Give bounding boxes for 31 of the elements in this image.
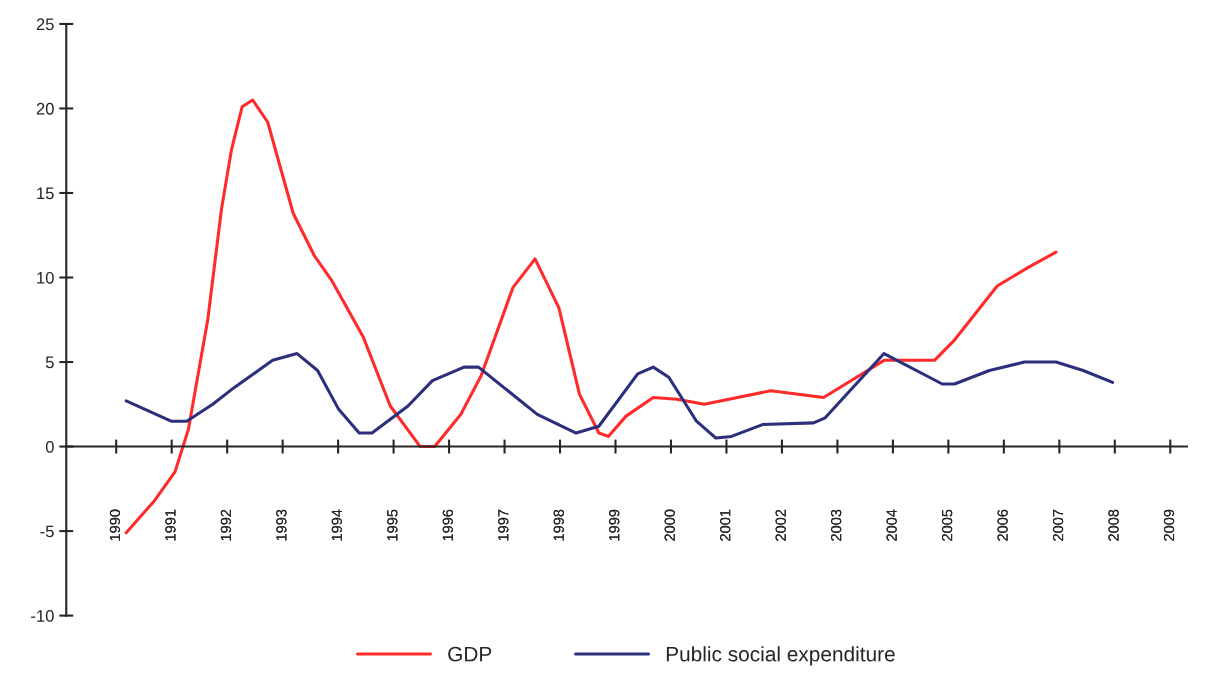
x-tick-label: 1996 bbox=[442, 509, 453, 541]
x-tick-label: 1992 bbox=[220, 509, 232, 541]
legend-label: Public social expenditure bbox=[666, 646, 895, 666]
y-tick-label: -5 bbox=[40, 525, 54, 538]
x-tick-label: 2001 bbox=[720, 509, 731, 541]
y-tick-label: 5 bbox=[45, 356, 54, 369]
x-tick-label: 1995 bbox=[387, 509, 398, 541]
y-tick-label: 15 bbox=[37, 187, 54, 200]
x-tick-label: 2006 bbox=[997, 509, 1008, 541]
x-tick-label: 2008 bbox=[1108, 509, 1119, 541]
x-tick-label: 1990 bbox=[109, 509, 121, 541]
x-tick-label: 1991 bbox=[165, 509, 176, 541]
x-tick-label: 2009 bbox=[1163, 509, 1175, 541]
x-tick-label: 1994 bbox=[331, 509, 343, 541]
x-tick-label: 1998 bbox=[553, 509, 564, 541]
x-tick-label: 2005 bbox=[941, 509, 953, 541]
x-tick-label: 2007 bbox=[1052, 509, 1064, 541]
y-tick-label: -10 bbox=[31, 610, 54, 622]
y-tick-label: 0 bbox=[45, 440, 54, 453]
legend-label: GDP bbox=[448, 646, 492, 662]
x-tick-label: 2002 bbox=[775, 509, 786, 541]
x-tick-label: 1999 bbox=[609, 509, 620, 541]
line-series bbox=[124, 352, 1115, 440]
x-tick-label: 1997 bbox=[498, 509, 509, 541]
y-tick-label: 20 bbox=[36, 102, 54, 115]
x-tick-label: 1993 bbox=[276, 509, 287, 541]
y-tick-label: 25 bbox=[36, 18, 54, 31]
y-tick-label: 10 bbox=[37, 271, 54, 284]
x-tick-label: 2003 bbox=[831, 509, 842, 541]
x-tick-label: 2000 bbox=[664, 509, 675, 541]
x-tick-label: 2004 bbox=[886, 509, 897, 541]
